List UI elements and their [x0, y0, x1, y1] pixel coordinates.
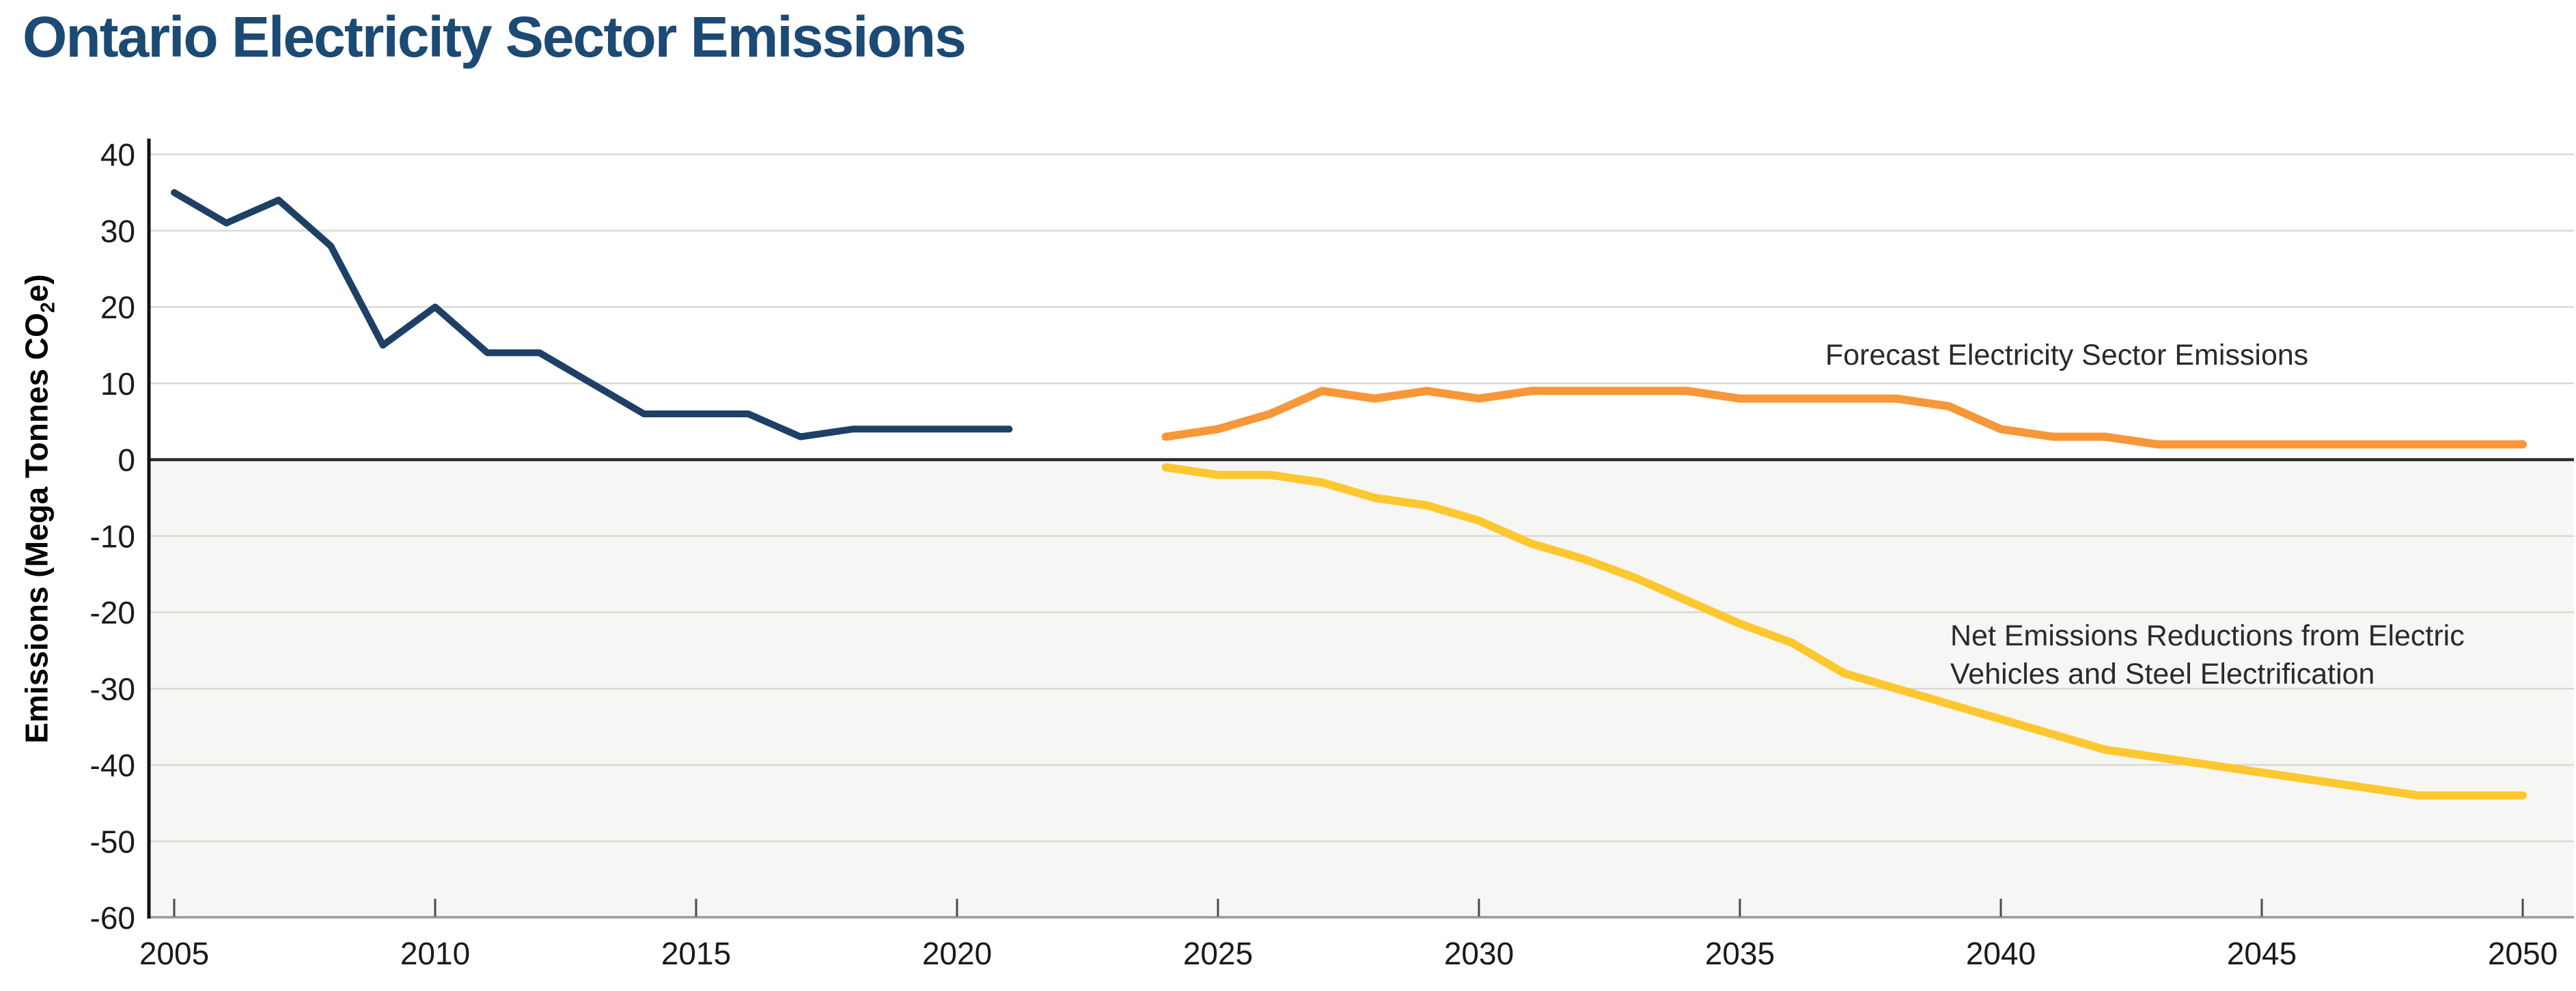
x-tick-label: 2020: [922, 936, 992, 971]
y-tick-label: 40: [100, 137, 135, 173]
x-tick-label: 2035: [1705, 936, 1775, 971]
x-tick-label: 2050: [2488, 936, 2558, 971]
net-reductions-series-label: Net Emissions Reductions from Electric V…: [1950, 617, 2465, 693]
y-tick-label: 20: [100, 290, 135, 325]
y-axis-title-subscript: 2: [37, 302, 59, 313]
chart-title: Ontario Electricity Sector Emissions: [23, 5, 967, 69]
y-tick-label: 10: [100, 366, 135, 402]
y-tick-label: -60: [90, 900, 135, 936]
y-tick-label: -50: [90, 824, 135, 859]
forecast-emissions-line: [1161, 387, 2527, 449]
y-tick-label: -40: [90, 748, 135, 783]
y-axis-title-text: Emissions (Mega Tonnes CO: [18, 313, 55, 744]
y-axis-title: Emissions (Mega Tonnes CO2e): [18, 274, 59, 743]
y-tick-label: -30: [90, 671, 135, 707]
x-tick-label: 2015: [661, 936, 731, 971]
net-reductions-label-line1: Net Emissions Reductions from Electric: [1950, 619, 2465, 652]
x-tick-label: 2045: [2227, 936, 2297, 971]
y-tick-label: -20: [90, 595, 135, 630]
x-tick-label: 2030: [1444, 936, 1514, 971]
x-tick-label: 2040: [1966, 936, 2036, 971]
x-tick-label: 2005: [139, 936, 209, 971]
historical-emissions-line: [171, 189, 1013, 441]
x-tick-label: 2010: [400, 936, 470, 971]
y-tick-label: 0: [117, 443, 135, 478]
y-tick-label: -10: [90, 518, 135, 554]
y-tick-label: 30: [100, 213, 135, 249]
net-reductions-label-line2: Vehicles and Steel Electrification: [1950, 658, 2375, 690]
y-axis-title-unit: e): [18, 274, 55, 303]
net-reductions-line: [1161, 463, 2527, 800]
forecast-series-label: Forecast Electricity Sector Emissions: [1825, 339, 2309, 372]
x-tick-label: 2025: [1183, 936, 1253, 971]
